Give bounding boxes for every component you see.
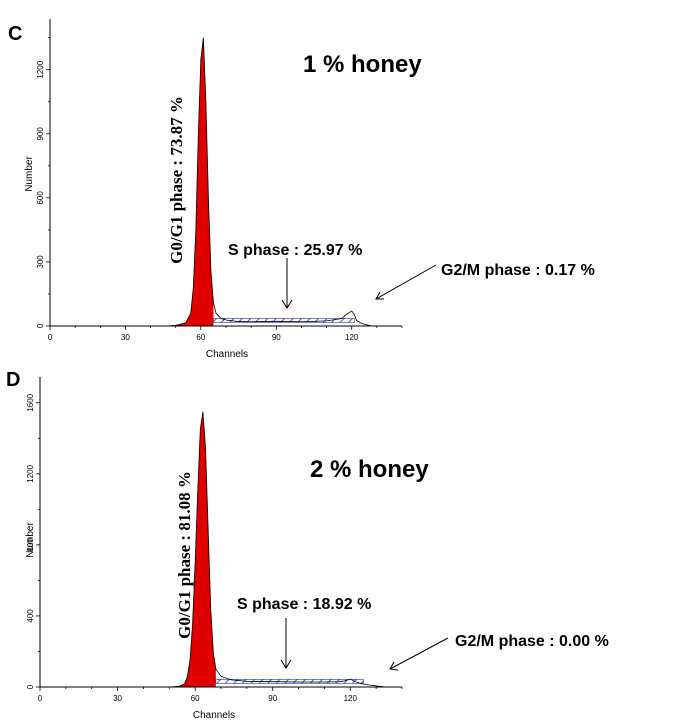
y-tick-label: 400: [26, 609, 35, 623]
x-tick-label: 0: [48, 333, 53, 342]
panel-letter: C: [8, 23, 22, 45]
g0-g1-peak-fill: [165, 37, 214, 327]
x-tick-label: 120: [344, 694, 358, 703]
y-tick-label: 600: [36, 191, 45, 205]
x-tick-label: 30: [113, 694, 122, 703]
g2m-arrow-head: [389, 661, 399, 671]
x-axis-title: Channels: [206, 349, 248, 360]
condition-label: 1 % honey: [303, 51, 422, 78]
g2m-annotation: G2/M phase : 0.17 %: [441, 262, 595, 279]
g0-g1-annotation: G0/G1 phase : 73.87 %: [167, 96, 186, 264]
x-tick-label: 30: [121, 333, 130, 342]
s-phase-arrow-head: [280, 659, 292, 669]
y-axis-title: Number: [24, 156, 35, 192]
histogram-line: [165, 37, 372, 327]
x-axis-title: Channels: [193, 710, 235, 721]
y-tick-label: 900: [36, 127, 45, 141]
y-axis-title: Number: [25, 522, 36, 558]
y-tick-label: 800: [26, 538, 35, 552]
g2m-annotation: G2/M phase : 0.00 %: [455, 633, 609, 650]
y-tick-label: 1200: [36, 60, 45, 78]
x-tick-label: 0: [38, 694, 43, 703]
y-tick-label: 0: [26, 684, 35, 689]
x-tick-label: 90: [272, 333, 281, 342]
histogram-panel-c: C 1 % honey Number Channels G0/G1 phase …: [8, 19, 595, 360]
g2m-arrow-shaft: [389, 637, 449, 670]
s-phase-annotation: S phase : 18.92 %: [237, 596, 371, 613]
histogram-panel-d: D 2 % honey Number Channels G0/G1 phase …: [6, 369, 609, 721]
g2m-arrow-shaft: [375, 264, 437, 300]
y-tick-label: 300: [36, 255, 45, 269]
x-tick-label: 90: [268, 694, 277, 703]
x-tick-label: 60: [191, 694, 200, 703]
g0-g1-annotation: G0/G1 phase : 81.08 %: [175, 471, 194, 639]
y-tick-label: 1600: [26, 393, 35, 411]
panel-letter: D: [6, 369, 20, 391]
g0-g1-peak-fill: [169, 411, 216, 687]
s-phase-annotation: S phase : 25.97 %: [228, 242, 362, 259]
y-tick-label: 0: [36, 323, 45, 328]
histogram-line: [169, 411, 387, 688]
s-phase-arrow-head: [281, 299, 293, 309]
condition-label: 2 % honey: [310, 456, 429, 483]
y-tick-label: 1200: [26, 464, 35, 482]
x-tick-label: 60: [196, 333, 205, 342]
g2m-arrow-head: [375, 291, 384, 300]
x-tick-label: 120: [345, 333, 359, 342]
